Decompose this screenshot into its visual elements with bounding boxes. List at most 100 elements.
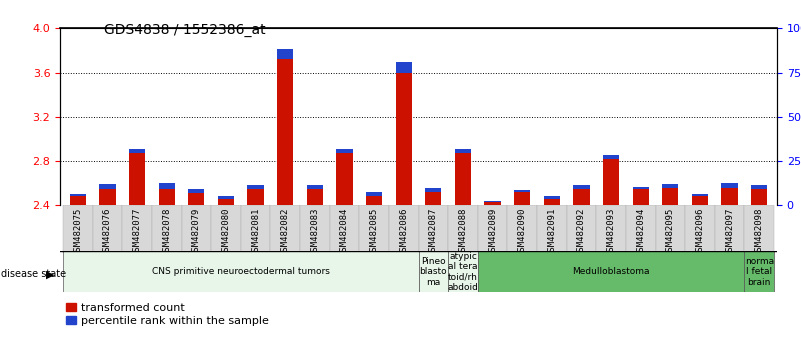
- Bar: [152, 205, 182, 253]
- Bar: [714, 205, 744, 253]
- Bar: [277, 49, 293, 59]
- Bar: [129, 153, 145, 205]
- Text: GSM482083: GSM482083: [310, 208, 320, 256]
- Bar: [188, 193, 204, 205]
- Text: GSM482087: GSM482087: [429, 208, 438, 256]
- Bar: [633, 189, 649, 205]
- Bar: [425, 188, 441, 192]
- Bar: [336, 149, 352, 153]
- Bar: [248, 184, 264, 189]
- Text: norma
l fetal
brain: norma l fetal brain: [745, 257, 774, 287]
- Bar: [307, 184, 323, 189]
- Text: GSM482077: GSM482077: [133, 208, 142, 256]
- Bar: [662, 188, 678, 205]
- Bar: [218, 196, 234, 199]
- Bar: [537, 205, 566, 253]
- Text: CNS primitive neuroectodermal tumors: CNS primitive neuroectodermal tumors: [152, 267, 330, 276]
- Bar: [477, 205, 507, 253]
- Bar: [389, 205, 418, 253]
- Bar: [544, 199, 560, 205]
- Bar: [99, 184, 115, 189]
- Bar: [633, 187, 649, 189]
- Bar: [574, 189, 590, 205]
- Bar: [93, 205, 123, 253]
- Bar: [271, 205, 300, 253]
- Bar: [360, 205, 389, 253]
- Text: GSM482096: GSM482096: [695, 208, 704, 256]
- Bar: [277, 59, 293, 205]
- Bar: [307, 189, 323, 205]
- Text: GSM482090: GSM482090: [517, 208, 527, 256]
- Text: GSM482079: GSM482079: [192, 208, 201, 256]
- Text: GSM482088: GSM482088: [458, 208, 468, 256]
- Bar: [336, 153, 352, 205]
- Bar: [626, 205, 655, 253]
- Bar: [566, 205, 596, 253]
- Bar: [218, 199, 234, 205]
- Bar: [248, 189, 264, 205]
- Bar: [722, 183, 738, 188]
- Text: GSM482078: GSM482078: [163, 208, 171, 256]
- Bar: [182, 205, 211, 253]
- Text: GSM482092: GSM482092: [577, 208, 586, 256]
- Bar: [211, 205, 241, 253]
- Text: ▶: ▶: [46, 269, 54, 279]
- Text: GSM482076: GSM482076: [103, 208, 112, 256]
- Text: GSM482085: GSM482085: [369, 208, 379, 256]
- Bar: [63, 251, 418, 292]
- Bar: [159, 183, 175, 189]
- Text: GSM482091: GSM482091: [547, 208, 557, 256]
- Bar: [70, 196, 86, 205]
- Bar: [396, 73, 412, 205]
- Bar: [485, 202, 501, 205]
- Bar: [330, 205, 360, 253]
- Text: disease state: disease state: [1, 269, 66, 279]
- Bar: [70, 194, 86, 196]
- Bar: [366, 192, 382, 196]
- Bar: [751, 189, 767, 205]
- Text: Pineo
blasto
ma: Pineo blasto ma: [420, 257, 447, 287]
- Bar: [425, 192, 441, 205]
- Bar: [99, 189, 115, 205]
- Text: GSM482086: GSM482086: [399, 208, 409, 256]
- Bar: [366, 196, 382, 205]
- Bar: [655, 205, 685, 253]
- Bar: [396, 62, 412, 73]
- Bar: [603, 155, 619, 159]
- Text: atypic
al tera
toid/rh
abdoid: atypic al tera toid/rh abdoid: [448, 252, 478, 292]
- Bar: [692, 196, 708, 205]
- Text: GSM482095: GSM482095: [666, 208, 674, 256]
- Bar: [751, 184, 767, 189]
- Bar: [477, 251, 744, 292]
- Bar: [744, 205, 774, 253]
- Bar: [418, 205, 448, 253]
- Bar: [485, 201, 501, 202]
- Text: GSM482094: GSM482094: [636, 208, 645, 256]
- Bar: [418, 251, 448, 292]
- Bar: [300, 205, 330, 253]
- Text: Medulloblastoma: Medulloblastoma: [573, 267, 650, 276]
- Bar: [455, 149, 471, 153]
- Text: GSM482082: GSM482082: [280, 208, 290, 256]
- Bar: [507, 205, 537, 253]
- Bar: [159, 189, 175, 205]
- Bar: [692, 194, 708, 196]
- Text: GDS4838 / 1552386_at: GDS4838 / 1552386_at: [104, 23, 266, 37]
- Text: GSM482093: GSM482093: [606, 208, 616, 256]
- Bar: [129, 149, 145, 153]
- Text: GSM482075: GSM482075: [74, 208, 83, 256]
- Text: GSM482080: GSM482080: [221, 208, 231, 256]
- Bar: [63, 205, 93, 253]
- Bar: [544, 196, 560, 199]
- Bar: [455, 153, 471, 205]
- Bar: [722, 188, 738, 205]
- Bar: [574, 184, 590, 189]
- Bar: [123, 205, 152, 253]
- Bar: [514, 190, 530, 192]
- Text: GSM482089: GSM482089: [488, 208, 497, 256]
- Bar: [448, 251, 477, 292]
- Bar: [241, 205, 271, 253]
- Bar: [603, 159, 619, 205]
- Bar: [514, 192, 530, 205]
- Bar: [596, 205, 626, 253]
